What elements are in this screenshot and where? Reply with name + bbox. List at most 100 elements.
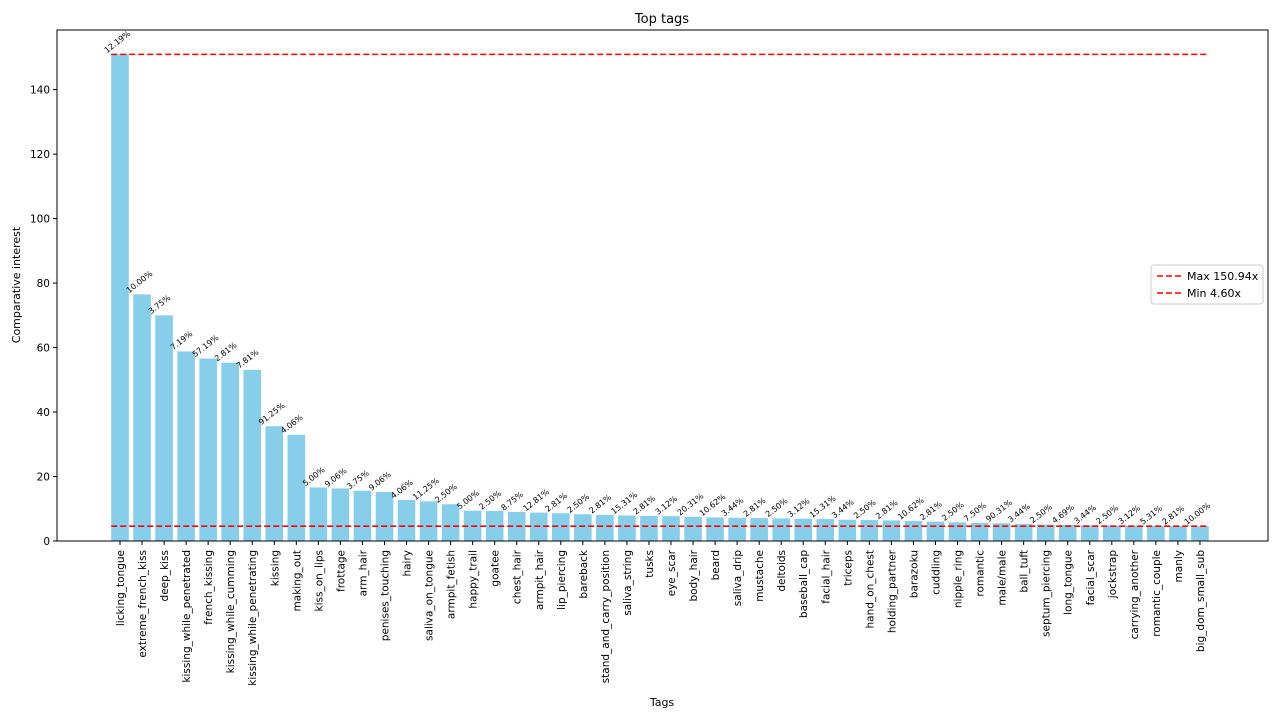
bar-beard [706, 517, 724, 541]
bar-arm-hair [353, 490, 372, 541]
x-tick-label: lip_piercing [556, 550, 568, 610]
x-tick-label: mustache [754, 550, 766, 602]
legend-label: Min 4.60x [1187, 287, 1242, 300]
bar-kissing-while-cumming [221, 362, 239, 541]
data-label: 4.06% [389, 478, 415, 501]
bar-barazoku [904, 521, 923, 541]
x-tick-label: frottage [335, 550, 347, 592]
x-tick-label: tusks [644, 550, 656, 578]
x-tick-label: manly [1173, 550, 1185, 582]
data-label: 12.19% [103, 29, 133, 55]
bar-big-dom-small-sub [1191, 526, 1209, 541]
x-tick-label: septum_piercing [1041, 550, 1053, 637]
bar-kissing-while-penetrated [177, 351, 195, 541]
bar-baseball-cap [794, 518, 813, 541]
x-tick-label: chest_hair [512, 549, 524, 604]
x-tick-label: deltoids [776, 550, 788, 592]
y-tick-label: 100 [30, 214, 50, 226]
x-tick-label: hairy [402, 550, 414, 577]
data-label: 2.81% [1161, 504, 1187, 527]
bar-stand-and-carry-position [596, 514, 614, 541]
reference-lines-group [111, 53, 1209, 527]
bar-deltoids [772, 518, 790, 541]
bar-licking-tongue [111, 54, 129, 541]
data-label: 3.12% [654, 494, 680, 517]
x-tick-label: nipple_ring [953, 550, 965, 608]
x-tick-label: eye_scar [666, 549, 678, 596]
bar-saliva-drip [728, 517, 746, 541]
data-label: 2.50% [477, 489, 503, 512]
bar-armpit-fetish [441, 504, 460, 541]
data-label: 2.50% [940, 500, 966, 523]
x-tick-label: goatee [490, 550, 502, 587]
bar-kissing-while-penetrating [243, 369, 262, 541]
y-tick-label: 80 [37, 278, 50, 290]
data-label: 9.06% [367, 470, 393, 493]
data-label: 3.75% [345, 468, 371, 491]
data-label: 8.75% [499, 490, 525, 513]
x-tick-label: happy_trail [468, 550, 480, 609]
x-tick-label: french_kissing [203, 550, 215, 625]
data-label: 2.81% [742, 496, 768, 519]
bar-frottage [331, 488, 350, 541]
x-tick-label: kissing_while_cumming [225, 550, 237, 673]
x-tick-label: stand_and_carry_position [600, 550, 612, 683]
legend-box [1150, 264, 1264, 305]
data-label: 2.81% [874, 498, 900, 521]
x-tick-label: romantic [975, 550, 987, 597]
plot-frame [56, 29, 1269, 542]
data-label: 2.50% [1094, 503, 1120, 526]
x-tick-label: arm_hair [357, 549, 369, 596]
data-label: 4.69% [1050, 502, 1076, 525]
x-tick-label: male/male [997, 550, 1009, 606]
x-tick-label: romantic_couple [1151, 550, 1163, 637]
data-label: 2.50% [764, 496, 790, 519]
bar-kissing [265, 426, 284, 541]
y-tick-label: 20 [37, 472, 50, 484]
data-label: 2.81% [588, 492, 614, 515]
x-tick-label: kissing_while_penetrated [181, 550, 193, 683]
y-tick-label: 60 [37, 343, 50, 355]
x-tick-label: baseball_cap [798, 550, 810, 618]
x-tick-label: ball_tuft [1019, 550, 1031, 593]
x-tick-label: bareback [578, 549, 590, 599]
bar-making-out [287, 434, 306, 541]
legend: Max 150.94x Min 4.60x [1150, 264, 1264, 305]
data-label: 5.00% [455, 488, 481, 511]
x-axis: licking_tongue extreme_french_kiss deep_ki… [115, 541, 1207, 686]
data-label: 4.06% [279, 413, 305, 436]
y-tick-label: 120 [30, 149, 50, 161]
y-tick-label: 0 [43, 536, 50, 548]
bar-french-kissing [199, 358, 217, 541]
data-label: 5.31% [1139, 503, 1165, 526]
bar-bareback [574, 514, 592, 541]
data-label: 91.25% [257, 401, 287, 427]
chart-title: Top tags [634, 12, 689, 27]
bar-jockstrap [1103, 525, 1121, 541]
bar-hand-on-chest [860, 520, 879, 541]
y-tick-label: 40 [37, 407, 50, 419]
x-tick-label: saliva_string [622, 550, 634, 616]
y-axis: 0 20 40 60 80 100 120 140 [30, 85, 57, 548]
data-label: 10.00% [1183, 501, 1213, 527]
x-tick-label: saliva_drip [732, 550, 744, 607]
x-tick-label: kissing [269, 550, 281, 586]
bar-body-hair [684, 516, 702, 541]
bar-deep-kiss [155, 315, 173, 541]
data-label: 7.81% [235, 347, 261, 370]
x-tick-label: making_out [291, 550, 303, 611]
x-tick-label: body_hair [688, 549, 700, 601]
x-tick-label: saliva_on_tongue [424, 550, 436, 641]
bar-saliva-on-tongue [419, 501, 438, 541]
legend-label: Max 150.94x [1187, 270, 1259, 283]
bar-kiss-on-lips [309, 487, 328, 541]
x-tick-label: carrying_another [1129, 549, 1141, 639]
y-axis-label: Comparative interest [10, 226, 23, 343]
x-tick-label: armpit_hair [534, 549, 546, 610]
data-label: 3.12% [1117, 503, 1143, 526]
bar-hairy [397, 500, 416, 541]
bar-manly [1169, 526, 1187, 541]
bar-long-tongue [1058, 524, 1077, 541]
x-tick-label: kiss_on_lips [313, 550, 325, 612]
